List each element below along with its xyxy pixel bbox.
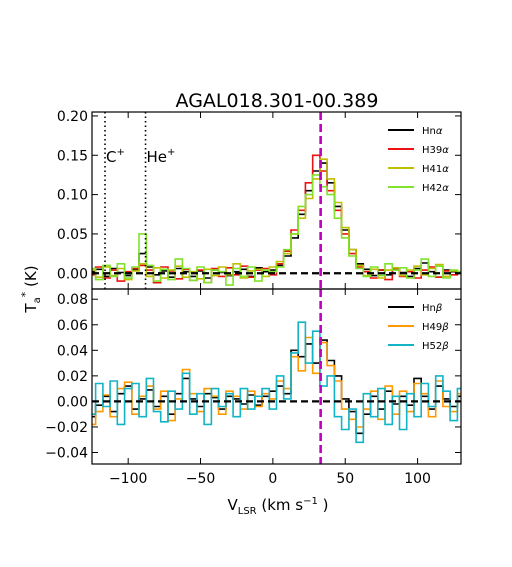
x-axis: −100 −50 0 50 100 [109,471,431,487]
alpha-plot-area [92,112,461,289]
y-axis-label-sup: * [19,291,32,297]
beta-ytick-label-1: −0.02 [45,420,88,436]
alpha-legend-label-2: H41α [422,164,449,175]
alpha-legend-label-1: H39α [422,145,449,156]
y-axis-label-sub: a [32,297,43,303]
beta-ytick-label-5: 0.06 [57,318,88,334]
alpha-ytick-label-2: 0.10 [57,188,88,204]
beta-ytick-label-0: −0.04 [45,446,88,462]
beta-series-2 [92,321,461,444]
alpha-marker-sup-0: + [117,147,125,158]
x-axis-label: VLSR (km s−1 ) [227,496,328,517]
beta-ytick-label-4: 0.04 [57,343,88,359]
beta-legend-greek-2: β [441,341,449,352]
x-axis-label-unit: (km s [257,496,304,514]
alpha-legend-label-3: H42α [422,183,449,194]
beta-ytick-label-2: 0.00 [57,394,88,410]
alpha-series-3 [92,174,461,286]
alpha-panel: C+ He+0.000.050.100.150.20 HnαH39αH41αH42… [57,109,462,290]
alpha-marker-label-1: He+ [147,147,176,166]
alpha-ytick-label-0: 0.00 [57,266,88,282]
beta-legend-label-1: H49β [422,322,449,333]
beta-ytick-label-6: 0.08 [57,292,88,308]
beta-frame [91,288,462,465]
alpha-legend-label-0: Hnα [422,126,443,137]
beta-legend-greek-1: β [441,322,449,333]
alpha-legend-name-3: H42 [422,183,442,194]
x-axis-label-exp: −1 [303,496,318,507]
xtick-label-2: 0 [268,471,277,487]
alpha-legend-greek-3: α [442,183,449,194]
x-axis-label-main: V [227,496,238,514]
alpha-legend-name-2: H41 [422,164,442,175]
alpha-marker-name-1: He [147,148,168,166]
alpha-ytick-label-1: 0.05 [57,227,88,243]
alpha-axes: C+ He+0.000.050.100.150.20 [57,109,462,290]
y-axis-label-main: T [22,303,40,314]
alpha-marker-sup-1: + [167,147,175,158]
xtick-label-0: −100 [109,471,147,487]
alpha-ytick-label-4: 0.20 [57,109,88,125]
beta-legend-name-1: H49 [422,322,442,333]
alpha-marker-label-0: C+ [106,147,125,166]
beta-legend-name-2: H52 [422,341,442,352]
x-axis-label-sub: LSR [238,506,257,517]
alpha-legend-name-1: H39 [422,145,442,156]
alpha-ytick-label-3: 0.15 [57,148,88,164]
alpha-legend-name-0: Hn [422,126,436,137]
xtick-label-1: −50 [186,471,216,487]
beta-axes: −0.04 −0.02 0.00 0.02 0.04 0.06 0.08 [45,288,462,465]
alpha-legend-greek-0: α [436,126,443,137]
chart-title: AGAL018.301-00.389 [176,90,379,112]
x-axis-label-close: ) [318,496,329,514]
beta-legend-name-0: Hn [422,303,436,314]
beta-ytick-label-3: 0.02 [57,369,88,385]
beta-panel: −0.04−0.020.000.020.040.060.08 HnβH49βH5… [45,288,462,465]
y-axis-label-unit: (K) [22,265,40,291]
beta-legend-label-2: H52β [422,341,449,352]
y-axis-label: Ta* (K) [19,265,43,313]
beta-legend-label-0: Hnβ [422,303,443,314]
alpha-marker-name-0: C [106,148,116,166]
beta-plot-area [92,289,461,464]
alpha-legend-greek-1: α [442,145,449,156]
beta-legend-greek-0: β [435,303,443,314]
alpha-legend-greek-2: α [442,164,449,175]
xtick-label-4: 100 [404,471,431,487]
xtick-label-3: 50 [336,471,354,487]
